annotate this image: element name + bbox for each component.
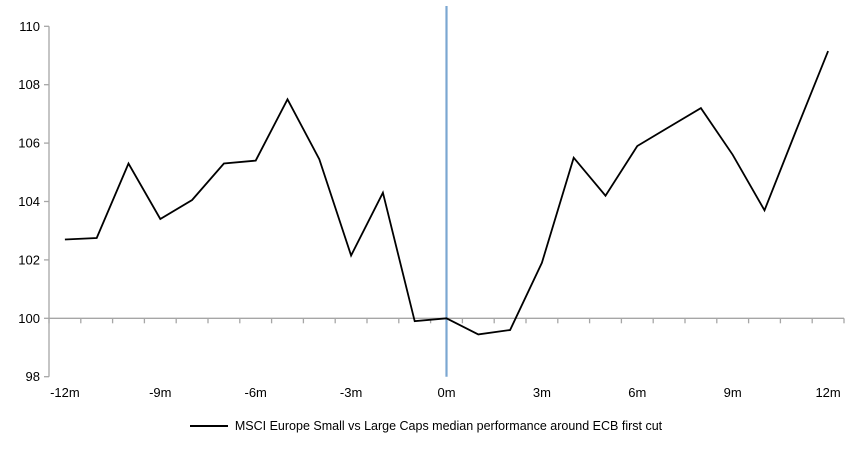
y-axis-tick-label: 108 [18,77,40,92]
y-axis-tick-label: 104 [18,194,40,209]
x-axis-tick-label: -12m [50,385,80,400]
y-axis-tick-label: 100 [18,311,40,326]
x-axis-tick-label: 3m [533,385,551,400]
x-axis-tick-label: 0m [437,385,455,400]
y-axis-tick-label: 102 [18,252,40,267]
legend-line-swatch [189,425,228,427]
y-axis-tick-label: 110 [19,19,40,34]
x-axis-tick-label: -9m [149,385,171,400]
series-line [64,50,829,336]
x-axis-tick-label: 12m [815,385,840,400]
x-axis-tick-label: 9m [724,385,742,400]
y-axis-tick-label: 106 [18,136,40,151]
x-axis-tick-label: -3m [340,385,362,400]
y-axis-tick-label: 98 [26,369,40,384]
x-axis-tick-label: -6m [245,385,267,400]
legend-label: MSCI Europe Small vs Large Caps median p… [234,419,663,433]
legend: MSCI Europe Small vs Large Caps median p… [0,419,852,433]
x-axis-tick-label: 6m [628,385,646,400]
